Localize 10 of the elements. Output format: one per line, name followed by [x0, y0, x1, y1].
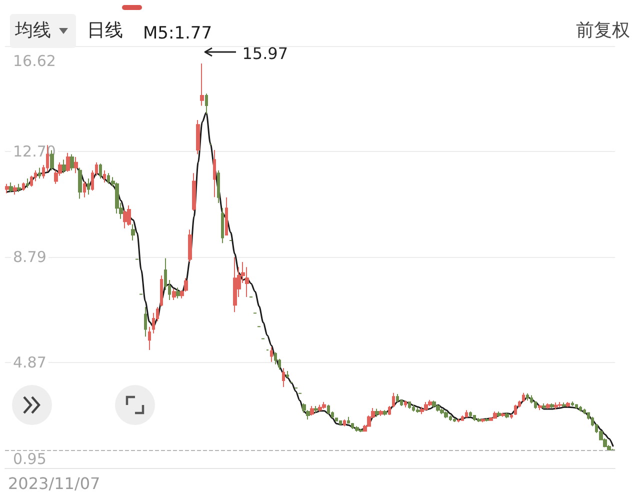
y-tick-label: 16.62 — [13, 52, 56, 70]
annotation: 15.97 — [242, 44, 288, 64]
y-tick-label: 4.87 — [13, 353, 46, 372]
text: 前复权 — [576, 19, 630, 43]
y-tick-label: 0.95 — [13, 450, 46, 468]
y-tick-label: 8.79 — [13, 248, 46, 266]
text: 日线 — [87, 19, 123, 43]
text: M5:1.77 — [143, 24, 212, 44]
text: 2023/11/07 — [8, 474, 100, 494]
dropdown-button: 均线 — [10, 14, 76, 48]
